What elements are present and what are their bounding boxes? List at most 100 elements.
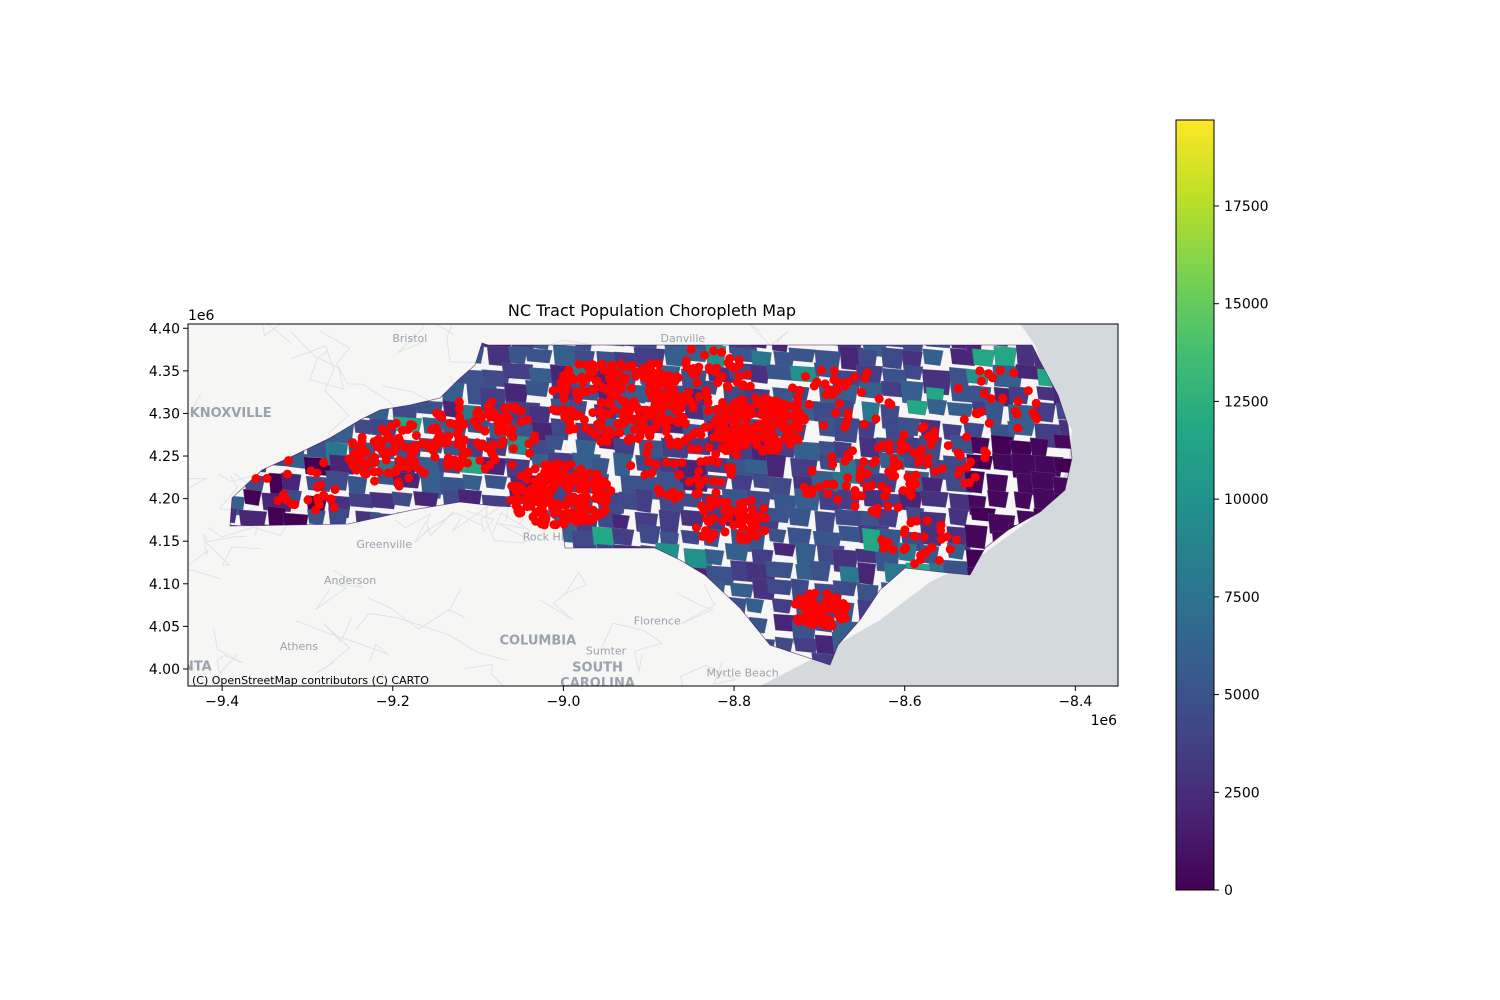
point-marker <box>410 461 420 471</box>
basemap-road <box>675 584 716 625</box>
basemap-place-label: KNOXVILLE <box>190 406 272 421</box>
point-marker <box>472 438 482 448</box>
point-marker <box>822 479 832 489</box>
tract-polygon <box>729 582 755 598</box>
point-marker <box>833 494 843 504</box>
point-marker <box>592 475 602 485</box>
tract-polygon <box>880 347 905 370</box>
point-marker <box>591 482 601 492</box>
point-marker <box>781 412 791 422</box>
point-marker <box>599 480 609 490</box>
basemap-place-label: Athens <box>280 640 318 653</box>
point-marker <box>871 414 881 424</box>
point-marker <box>760 513 770 523</box>
point-marker <box>747 517 757 527</box>
point-marker <box>404 473 414 483</box>
point-marker <box>577 372 587 382</box>
point-marker <box>568 477 578 487</box>
point-marker <box>758 446 768 456</box>
basemap-road <box>290 345 350 434</box>
point-marker <box>724 445 734 455</box>
point-marker <box>560 412 570 422</box>
point-marker <box>745 381 755 391</box>
point-marker <box>694 444 703 454</box>
point-marker <box>507 460 517 470</box>
point-marker <box>709 432 719 442</box>
point-marker <box>600 431 610 441</box>
point-marker <box>792 614 802 624</box>
point-marker <box>383 468 393 478</box>
basemap-road <box>395 511 454 537</box>
tract-polygon <box>771 598 793 614</box>
basemap-road <box>414 512 485 543</box>
point-marker <box>838 599 848 608</box>
point-marker <box>588 408 598 418</box>
point-marker <box>718 516 728 526</box>
point-marker <box>872 507 882 517</box>
point-marker <box>548 386 558 396</box>
point-marker <box>694 467 704 476</box>
point-marker <box>507 402 517 412</box>
point-marker <box>639 373 649 383</box>
point-marker <box>559 394 569 404</box>
point-marker <box>801 372 810 381</box>
point-marker <box>743 404 752 414</box>
point-marker <box>393 477 403 487</box>
point-marker <box>644 457 654 467</box>
point-marker <box>443 461 453 471</box>
colorbar-tick-label: 7500 <box>1224 590 1260 606</box>
point-marker <box>631 371 641 381</box>
basemap-road <box>367 588 465 630</box>
point-marker <box>841 481 851 491</box>
point-marker <box>736 395 746 405</box>
point-marker <box>760 526 770 536</box>
point-marker <box>665 386 675 395</box>
basemap-road <box>188 533 222 580</box>
point-marker <box>954 469 964 479</box>
point-marker <box>696 457 706 467</box>
point-marker <box>561 387 570 397</box>
map-attribution: (C) OpenStreetMap contributors (C) CARTO <box>192 674 429 687</box>
point-marker <box>454 404 464 414</box>
point-marker <box>411 431 421 440</box>
y-tick-label: 4.30 <box>149 406 180 422</box>
tract-polygon <box>788 347 816 363</box>
point-marker <box>736 504 746 514</box>
point-marker <box>554 459 564 469</box>
colorbar-tick-label: 15000 <box>1224 297 1269 313</box>
tract-polygon <box>508 345 528 365</box>
point-marker <box>644 441 654 451</box>
point-marker <box>556 509 566 519</box>
point-marker <box>703 517 713 527</box>
tract-polygon <box>680 529 702 545</box>
point-marker <box>640 470 650 480</box>
x-axis-offset-label: 1e6 <box>1091 713 1118 729</box>
point-marker <box>515 505 525 515</box>
map-title: NC Tract Population Choropleth Map <box>508 301 796 320</box>
point-marker <box>262 473 272 483</box>
tract-polygon <box>348 492 376 509</box>
tract-polygon <box>948 493 973 512</box>
basemap-road <box>601 622 664 672</box>
point-marker <box>548 499 558 509</box>
point-marker <box>829 375 839 385</box>
point-marker <box>709 530 719 539</box>
point-marker <box>710 366 720 376</box>
point-marker <box>1023 386 1033 396</box>
x-tick-label: −8.4 <box>1058 694 1092 710</box>
basemap-place-label: COLUMBIA <box>499 633 576 648</box>
colorbar-ticks: 0 2500 5000 7500 10000 12500 15000 17500 <box>1214 199 1269 899</box>
tract-polygon <box>906 399 929 416</box>
point-marker <box>945 544 955 554</box>
point-marker <box>713 378 723 388</box>
tract-polygon <box>525 379 550 398</box>
point-marker <box>273 496 283 506</box>
point-marker <box>651 460 661 470</box>
point-marker <box>357 437 367 446</box>
point-marker <box>763 410 772 420</box>
point-marker <box>598 359 608 369</box>
tract-polygon <box>724 543 750 562</box>
tract-polygon <box>501 362 534 380</box>
point-marker <box>929 427 939 436</box>
